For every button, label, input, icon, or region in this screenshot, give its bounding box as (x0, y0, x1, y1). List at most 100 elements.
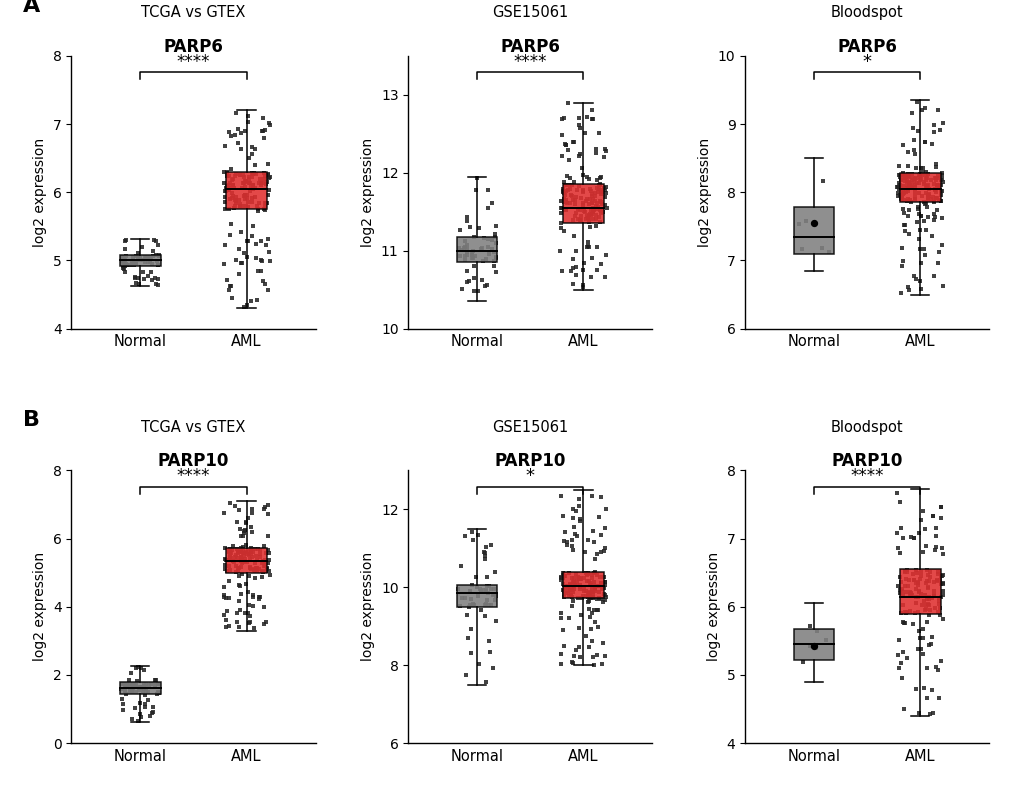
Point (580, 586, 596, 598)
Point (487, 228, 503, 240)
Point (478, 585, 494, 598)
Point (118, 687, 135, 700)
Point (926, 543, 943, 556)
Point (577, 585, 593, 598)
Point (244, 503, 260, 515)
Bar (900, 569, 940, 614)
Point (229, 543, 246, 556)
Point (227, 194, 244, 207)
Point (896, 207, 912, 220)
Point (234, 177, 251, 189)
Point (256, 600, 272, 613)
Point (574, 169, 590, 181)
Point (243, 562, 259, 575)
Point (933, 576, 950, 589)
Point (902, 531, 918, 543)
Point (908, 597, 924, 610)
Point (564, 136, 580, 149)
Point (911, 224, 927, 237)
Point (590, 579, 606, 592)
Point (220, 620, 236, 633)
Point (257, 278, 273, 291)
Point (590, 127, 606, 140)
Title: PARP10: PARP10 (830, 452, 902, 471)
Point (255, 167, 271, 180)
Point (570, 571, 586, 584)
Y-axis label: log2 expression: log2 expression (34, 552, 47, 662)
Point (905, 144, 921, 157)
Point (906, 178, 922, 191)
Point (923, 707, 940, 720)
Point (259, 197, 275, 209)
Bar (457, 237, 497, 262)
Point (239, 545, 256, 558)
Point (909, 125, 925, 137)
Point (890, 169, 906, 181)
Point (232, 551, 249, 564)
Point (555, 225, 572, 238)
Point (923, 137, 940, 150)
Text: Bloodspot: Bloodspot (830, 6, 903, 21)
Point (221, 563, 237, 576)
Point (561, 171, 578, 184)
Point (575, 205, 591, 218)
Point (248, 168, 264, 181)
Point (131, 252, 148, 264)
Point (892, 496, 908, 509)
Point (916, 136, 932, 149)
Point (926, 171, 943, 184)
Point (572, 572, 588, 585)
Point (127, 249, 144, 262)
Point (568, 191, 584, 204)
Point (477, 547, 493, 559)
Point (258, 615, 274, 628)
Point (573, 192, 589, 205)
Point (915, 214, 931, 227)
Point (237, 516, 254, 529)
Point (244, 140, 260, 153)
Bar (794, 207, 834, 253)
Point (254, 565, 270, 578)
Point (564, 194, 580, 207)
Point (116, 256, 132, 269)
Point (555, 204, 572, 217)
Point (902, 587, 918, 600)
Point (902, 196, 918, 209)
Point (463, 593, 479, 606)
Point (482, 582, 498, 595)
Point (931, 512, 948, 525)
Point (901, 177, 917, 189)
Point (595, 151, 611, 164)
Point (556, 569, 573, 582)
Point (259, 562, 275, 575)
Point (554, 185, 571, 197)
Point (892, 522, 908, 535)
Point (565, 650, 581, 662)
Point (151, 248, 167, 261)
Point (469, 285, 485, 298)
Point (594, 637, 610, 650)
Point (245, 179, 261, 192)
Point (917, 598, 933, 611)
Point (220, 554, 236, 566)
Point (556, 579, 573, 592)
Point (596, 271, 612, 284)
Point (260, 169, 276, 181)
Point (148, 278, 164, 291)
Point (481, 580, 497, 593)
Point (556, 179, 573, 192)
Point (933, 211, 950, 224)
Point (577, 195, 593, 208)
Point (930, 194, 947, 207)
Point (230, 579, 247, 592)
Point (555, 175, 572, 188)
Point (896, 606, 912, 618)
Point (461, 600, 477, 613)
Point (592, 257, 608, 270)
Point (142, 254, 158, 267)
Point (560, 567, 577, 580)
Point (128, 675, 145, 688)
Point (465, 252, 481, 264)
Point (901, 181, 917, 193)
Point (132, 680, 149, 693)
